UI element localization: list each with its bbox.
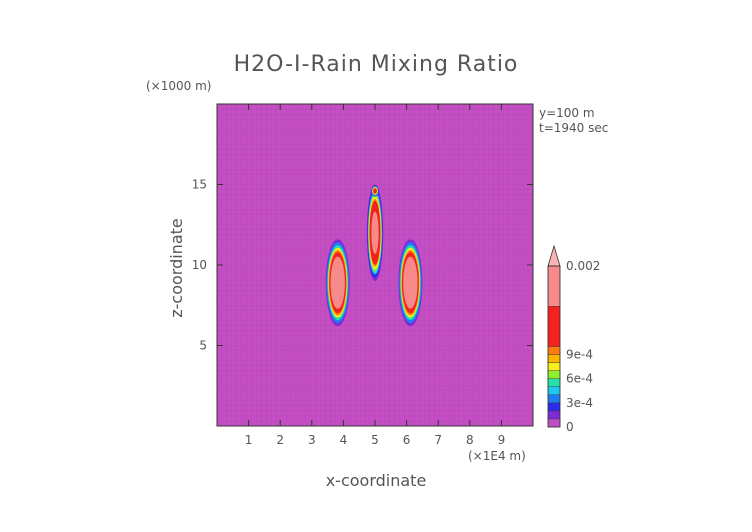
feature-top-cap <box>371 185 379 197</box>
colorbar-band <box>547 306 561 347</box>
colorbar-band <box>547 378 561 387</box>
x-unit-label: (×1E4 m) <box>468 449 526 463</box>
x-tick-label: 2 <box>276 433 284 447</box>
colorbar-band <box>547 386 561 396</box>
chart-title: H2O-I-Rain Mixing Ratio <box>234 52 519 77</box>
colorbar-extend-arrow <box>547 244 561 267</box>
x-tick-label: 8 <box>466 433 474 447</box>
y-tick-label: 15 <box>192 178 207 192</box>
colorbar-band <box>547 346 561 355</box>
x-axis: 1 2 3 4 5 6 7 8 9 <box>245 104 505 447</box>
colorbar-band <box>547 394 561 404</box>
feature-central-plume <box>366 184 384 282</box>
y-unit-label: (×1000 m) <box>146 79 211 93</box>
colorbar-frame <box>547 265 561 428</box>
feature-left-lobe <box>325 239 350 327</box>
colorbar: 0 3e-4 6e-4 9e-4 0.002 <box>547 244 600 434</box>
annotation-t: t=1940 sec <box>539 121 608 135</box>
y-tick-label: 5 <box>199 339 207 353</box>
colorbar-label: 3e-4 <box>566 396 593 410</box>
x-axis-label: x-coordinate <box>326 471 427 490</box>
colorbar-label: 6e-4 <box>566 372 593 386</box>
x-tick-label: 4 <box>340 433 348 447</box>
x-tick-label: 3 <box>308 433 316 447</box>
colorbar-band <box>547 354 561 363</box>
colorbar-band <box>547 370 561 379</box>
y-tick-label: 10 <box>192 258 207 272</box>
contour-level <box>373 188 377 194</box>
x-tick-label: 7 <box>434 433 442 447</box>
colorbar-label: 0.002 <box>566 259 600 273</box>
x-tick-label: 5 <box>371 433 379 447</box>
colorbar-band <box>547 362 561 371</box>
colorbar-band <box>547 418 561 428</box>
x-tick-label: 6 <box>403 433 411 447</box>
annotation-y: y=100 m <box>539 106 595 120</box>
contour-level <box>371 211 379 255</box>
plot-area <box>217 104 533 426</box>
colorbar-label: 9e-4 <box>566 348 593 362</box>
contour-level <box>332 263 343 302</box>
y-axis: 5 10 15 <box>192 178 533 353</box>
colorbar-band <box>547 265 561 307</box>
fine-grid <box>217 104 533 426</box>
colorbar-band <box>547 410 561 420</box>
x-tick-label: 1 <box>245 433 253 447</box>
feature-right-lobe <box>398 239 423 327</box>
colorbar-label: 0 <box>566 420 574 434</box>
colorbar-band <box>547 402 561 412</box>
y-axis-label: z-coordinate <box>167 218 186 318</box>
contour-level <box>405 263 416 302</box>
x-tick-label: 9 <box>498 433 506 447</box>
